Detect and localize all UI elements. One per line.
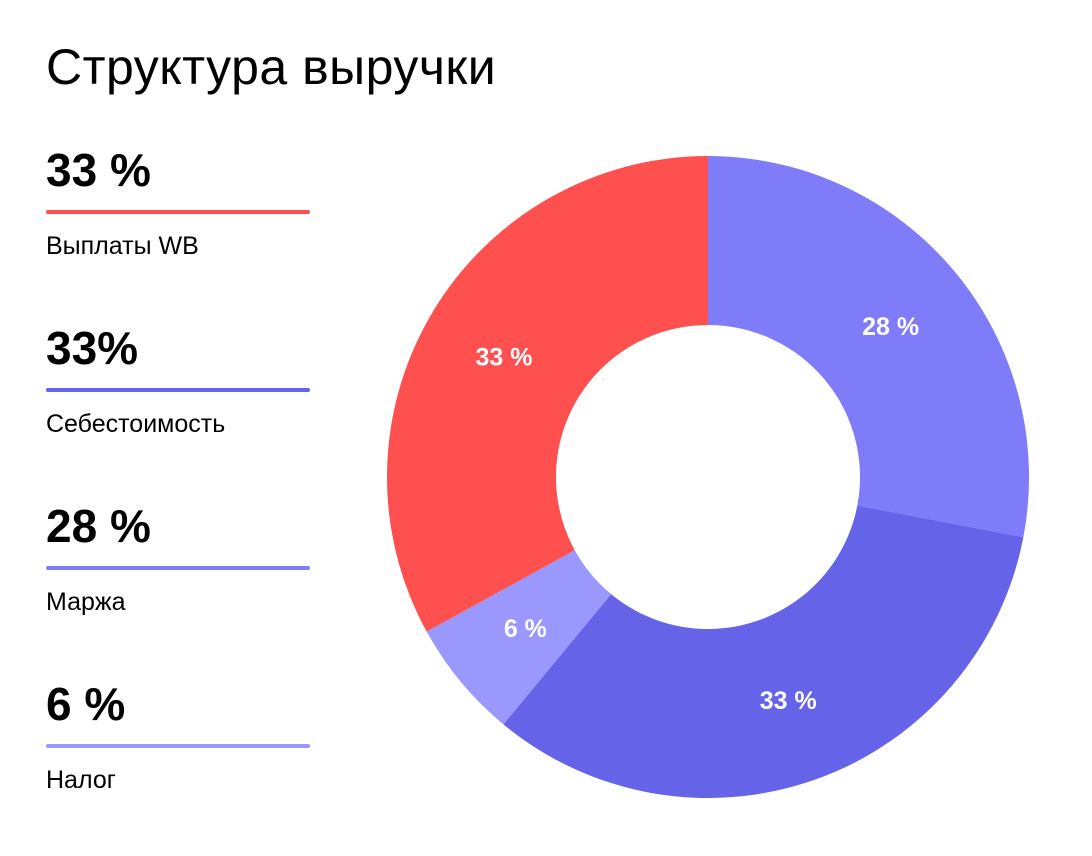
legend-item: 33 % Выплаты WB (46, 140, 310, 318)
slice-3 (387, 156, 708, 632)
legend-value: 6 % (46, 678, 126, 730)
chart-title: Структура выручки (46, 39, 497, 95)
legend-color-bar (46, 744, 310, 748)
legend-item: 6 % Налог (46, 674, 310, 852)
legend-color-bar (46, 210, 310, 214)
slice-1 (503, 505, 1024, 799)
legend-label: Себестоимость (46, 410, 226, 438)
slice-label: 6 % (504, 615, 547, 643)
slice-label: 33 % (476, 343, 533, 371)
legend-item: 28 % Маржа (46, 496, 310, 674)
legend-color-bar (46, 566, 310, 570)
legend-value: 33 % (46, 144, 151, 196)
legend-value: 28 % (46, 500, 151, 552)
slice-label: 33 % (760, 687, 817, 715)
legend-label: Налог (46, 766, 116, 794)
legend-value: 33% (46, 322, 139, 374)
legend: 33 % Выплаты WB 33% Себестоимость 28 % М… (46, 140, 310, 852)
slice-label: 28 % (862, 313, 919, 341)
slice-0 (708, 156, 1029, 538)
slice-2 (426, 550, 612, 725)
legend-item: 33% Себестоимость (46, 318, 310, 496)
legend-label: Маржа (46, 588, 126, 616)
legend-label: Выплаты WB (46, 232, 199, 260)
legend-color-bar (46, 388, 310, 392)
